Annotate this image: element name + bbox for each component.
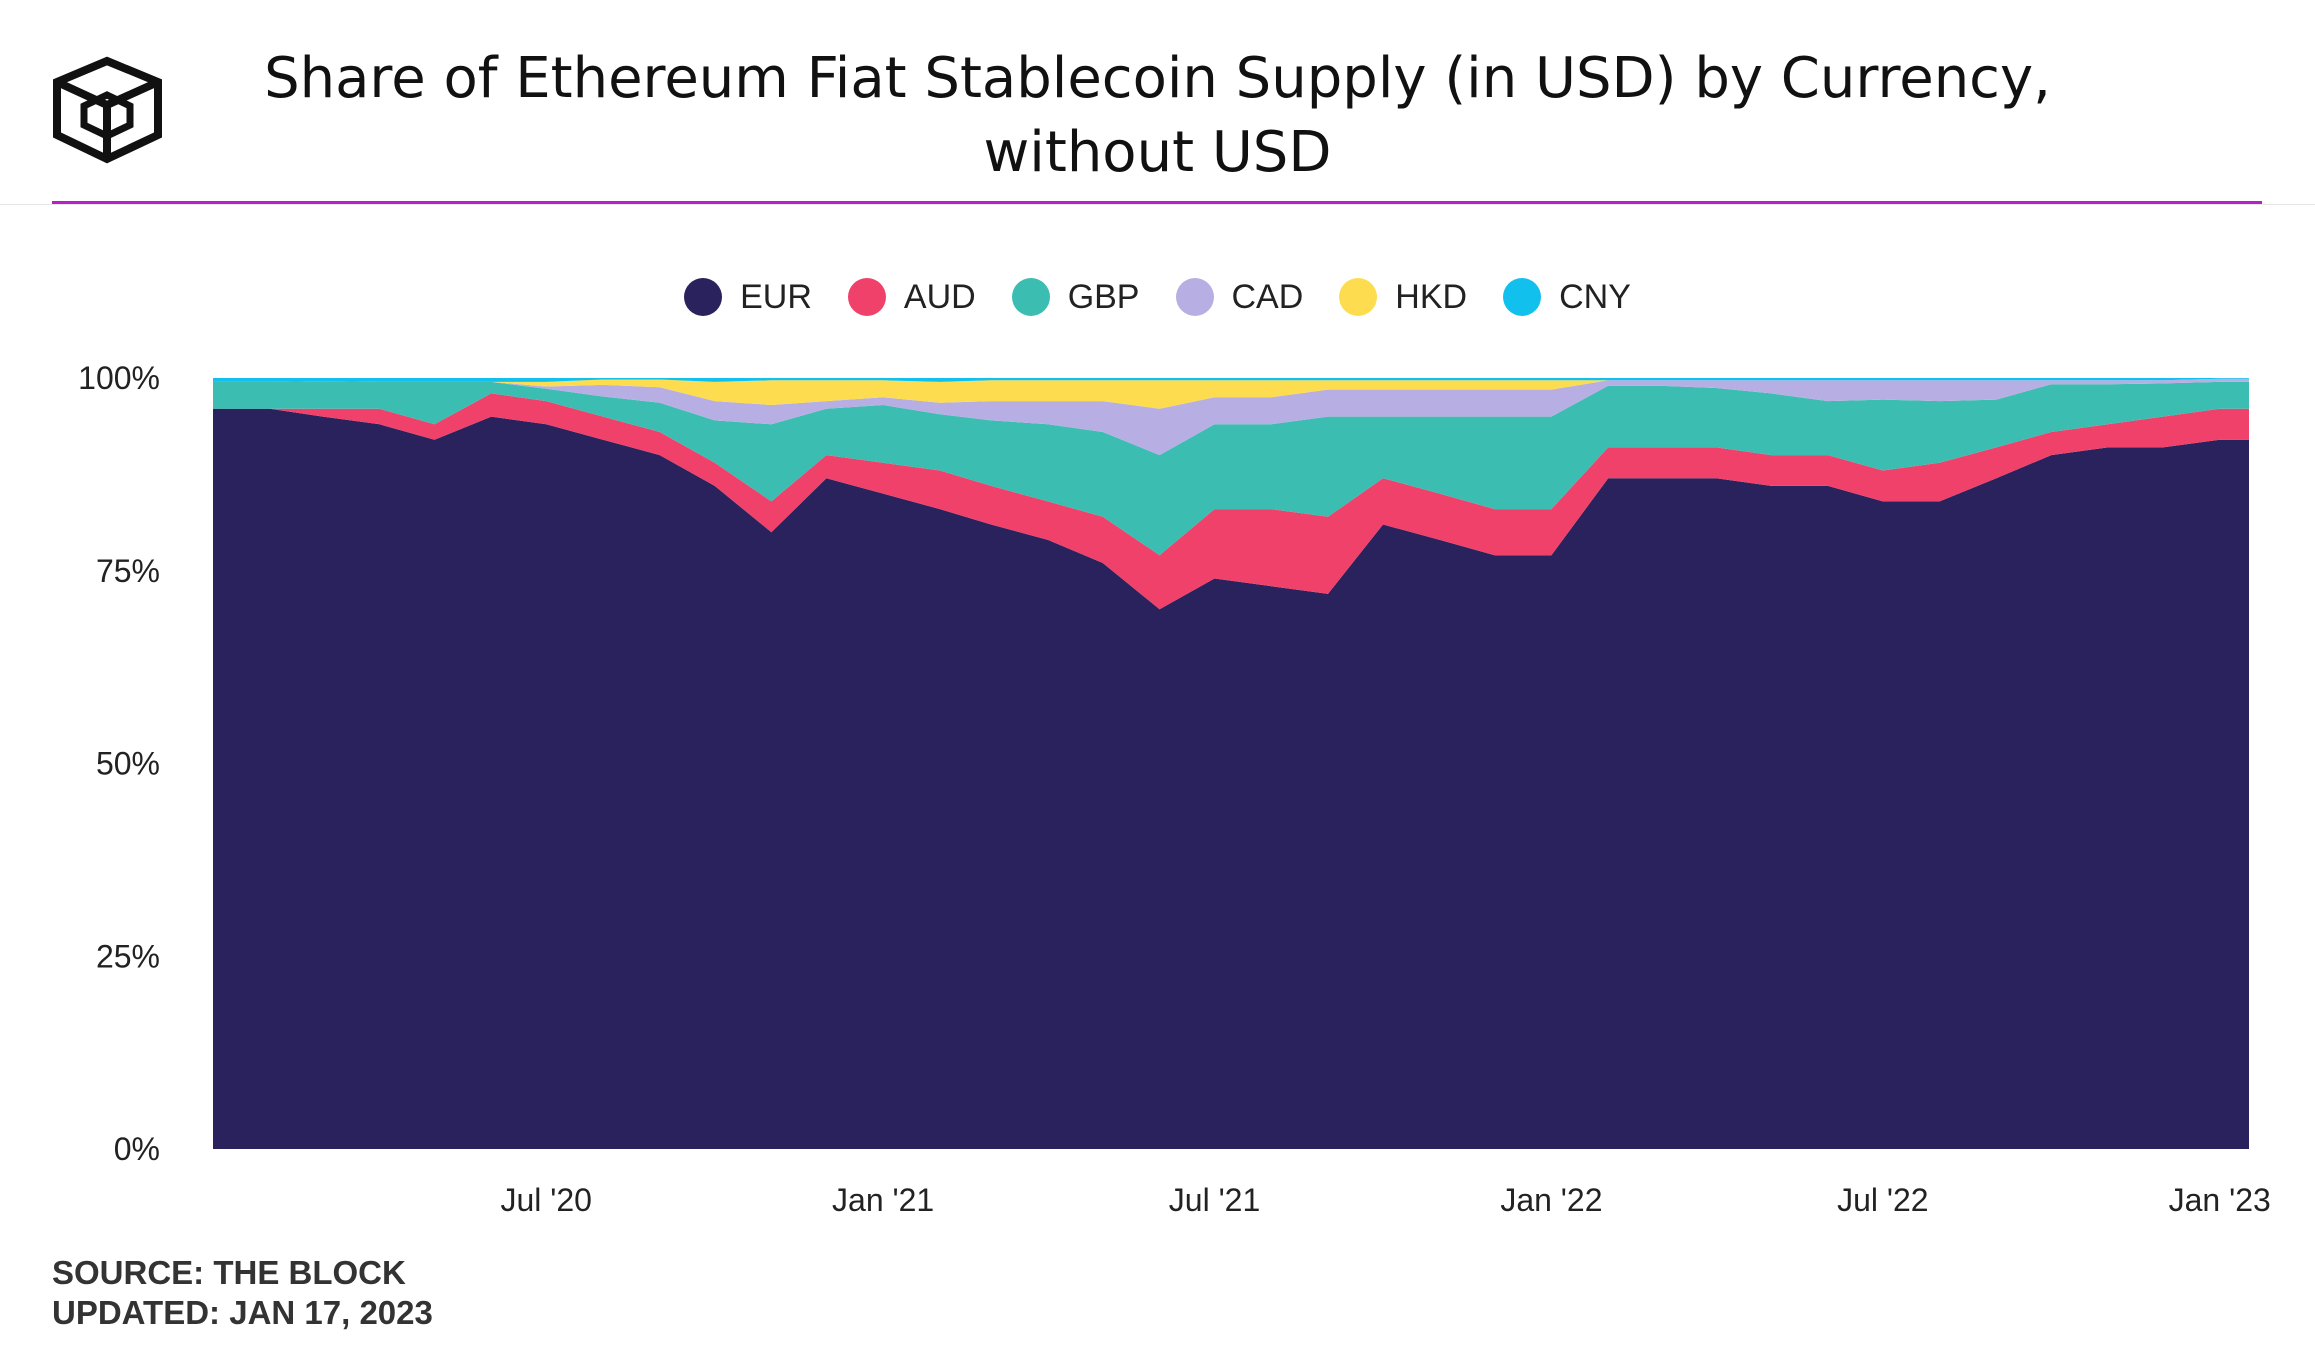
chart-title-line-1: Share of Ethereum Fiat Stablecoin Supply… — [264, 46, 2051, 111]
legend-label-cad: CAD — [1231, 277, 1304, 316]
source-line: SOURCE: THE BLOCK — [52, 1254, 406, 1291]
legend-label-eur: EUR — [740, 277, 812, 316]
header-accent-line — [52, 201, 2262, 204]
legend-swatch-aud — [847, 278, 886, 316]
x-tick-label: Jul '21 — [1169, 1182, 1261, 1218]
stacked-area-chart: 0% 25% 50% 75% 100% Jul '20 Jan '21 Jul '21 Jan … — [78, 360, 2271, 1218]
y-tick-label: 75% — [96, 553, 160, 589]
legend-swatch-cny — [1503, 278, 1542, 316]
area-aud — [213, 393, 2249, 610]
legend-label-cny: CNY — [1559, 277, 1631, 316]
legend-item-gbp[interactable]: GBP — [1011, 277, 1140, 317]
legend-label-hkd: HKD — [1395, 277, 1468, 316]
updated-line: UPDATED: JAN 17, 2023 — [52, 1294, 433, 1331]
chart-legend: EUR AUD GBP CAD HKD CNY — [0, 272, 2315, 322]
y-tick-label: 100% — [78, 360, 160, 396]
legend-item-cad[interactable]: CAD — [1175, 277, 1304, 317]
legend-label-gbp: GBP — [1067, 277, 1140, 316]
y-tick-label: 50% — [96, 746, 160, 782]
area-cny — [213, 378, 2249, 382]
legend-label-aud: AUD — [903, 277, 976, 316]
legend-swatch-eur — [684, 278, 723, 316]
legend-swatch-cad — [1175, 278, 1214, 316]
legend-item-eur[interactable]: EUR — [684, 278, 812, 317]
x-tick-label: Jan '22 — [1500, 1182, 1602, 1218]
area-eur — [213, 408, 2249, 1149]
legend-item-cny[interactable]: CNY — [1503, 278, 1631, 317]
x-tick-label: Jan '23 — [2169, 1182, 2271, 1218]
area-cad — [213, 378, 2249, 456]
area-hkd — [213, 378, 2249, 409]
legend-item-hkd[interactable]: HKD — [1339, 278, 1467, 317]
x-tick-label: Jul '22 — [1837, 1182, 1929, 1218]
y-tick-label: 0% — [114, 1131, 160, 1167]
legend-swatch-hkd — [1339, 278, 1378, 316]
y-tick-label: 25% — [96, 938, 160, 974]
chart-title-line-2: without USD — [983, 120, 1332, 185]
source-note: SOURCE: THE BLOCK UPDATED: JAN 17, 2023 — [52, 1253, 433, 1333]
area-gbp — [213, 381, 2249, 556]
x-tick-label: Jul '20 — [500, 1182, 592, 1218]
the-block-logo-icon — [53, 56, 162, 164]
header-divider-grey — [0, 204, 2315, 205]
legend-swatch-gbp — [1011, 278, 1050, 316]
legend-item-aud[interactable]: AUD — [847, 277, 976, 317]
x-tick-label: Jan '21 — [832, 1182, 934, 1218]
